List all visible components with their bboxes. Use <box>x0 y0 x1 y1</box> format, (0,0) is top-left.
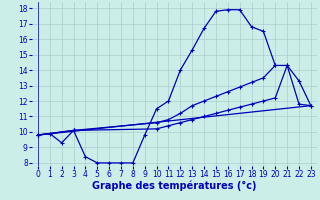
X-axis label: Graphe des températures (°c): Graphe des températures (°c) <box>92 181 257 191</box>
